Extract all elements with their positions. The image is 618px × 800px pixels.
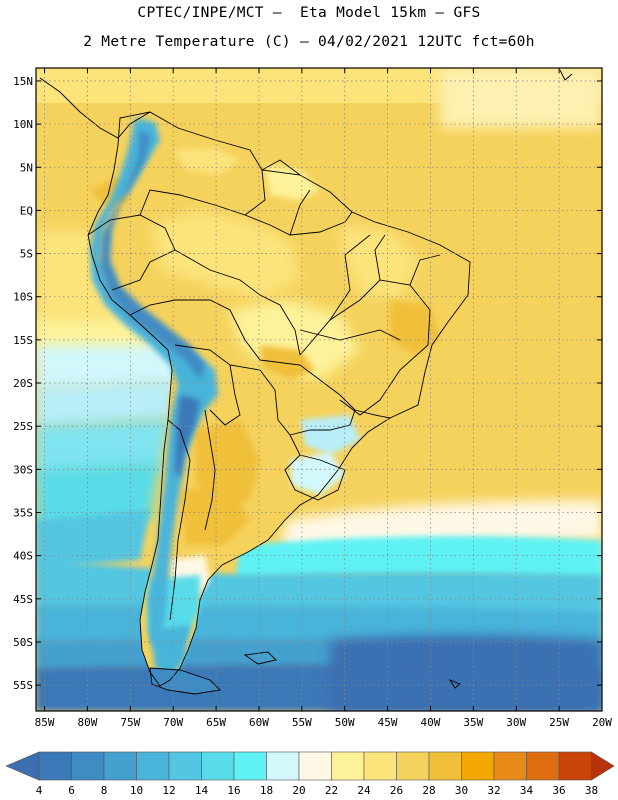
lon-tick-label: 75W [120, 716, 140, 729]
lon-tick-label: 55W [292, 716, 312, 729]
colorbar-label: 22 [325, 784, 338, 797]
colorbar-swatch [526, 751, 560, 781]
lon-tick-label: 50W [335, 716, 355, 729]
lon-tick-label: 80W [78, 716, 98, 729]
colorbar-label: 4 [36, 784, 43, 797]
lat-tick-label: 50S [13, 636, 33, 649]
colorbar-legend: 4 6 8 10 12 14 16 18 20 22 24 26 28 30 32 34 36 38 [5, 751, 615, 797]
lat-tick-label: 55S [13, 679, 33, 692]
map-frame [35, 67, 603, 712]
colorbar-swatch [298, 751, 332, 781]
lat-tick-label: 10S [13, 291, 33, 304]
colorbar-swatch [266, 751, 300, 781]
lon-tick-label: 35W [463, 716, 483, 729]
temperature-map: 15N 10N 5N EQ 5S 10S 15S 20S 25S 30S 35S 40S 45S 50S 5… [13, 67, 613, 729]
colorbar-swatch [201, 751, 235, 781]
colorbar-label: 30 [455, 784, 468, 797]
lat-axis-labels: 15N 10N 5N EQ 5S 10S 15S 20S 25S 30S 35S 40S 45S 50S 5… [13, 75, 33, 692]
colorbar-label: 16 [227, 784, 240, 797]
colorbar-swatch [493, 751, 527, 781]
lat-tick-label: 25S [13, 420, 33, 433]
colorbar-low-arrow [5, 751, 40, 781]
lat-tick-label: 35S [13, 506, 33, 519]
colorbar-label: 26 [390, 784, 403, 797]
lon-tick-label: 45W [378, 716, 398, 729]
colorbar-label: 24 [357, 784, 371, 797]
colorbar-swatch [38, 751, 72, 781]
lat-tick-label: 5N [20, 161, 33, 174]
lat-tick-label: 40S [13, 550, 33, 563]
lon-tick-label: 70W [163, 716, 183, 729]
colorbar-swatch [428, 751, 462, 781]
colorbar-label: 10 [130, 784, 143, 797]
colorbar-label: 36 [552, 784, 565, 797]
lat-tick-label: 20S [13, 377, 33, 390]
colorbar-swatch [331, 751, 365, 781]
lat-tick-label: 15N [13, 75, 33, 88]
lon-tick-label: 20W [592, 716, 612, 729]
lon-tick-label: 65W [206, 716, 226, 729]
colorbar-label: 34 [520, 784, 534, 797]
colorbar-label: 20 [292, 784, 305, 797]
colorbar-label: 12 [162, 784, 175, 797]
colorbar-swatch [136, 751, 170, 781]
colorbar-swatch [103, 751, 137, 781]
title-line-2: 2 Metre Temperature (C) – 04/02/2021 12U… [83, 34, 535, 50]
colorbar-high-arrow [591, 751, 615, 781]
colorbar-label: 32 [487, 784, 500, 797]
colorbar-swatch [461, 751, 495, 781]
colorbar-swatch [558, 751, 592, 781]
temperature-field [36, 68, 602, 711]
colorbar-swatch [233, 751, 267, 781]
political-borders [87, 111, 471, 695]
lon-axis-labels: 85W 80W 75W 70W 65W 60W 55W 50W 45W 40W 35W 30W 25W 2… [35, 716, 613, 729]
lon-tick-label: 60W [249, 716, 269, 729]
colorbar-swatch [168, 751, 202, 781]
lat-tick-label: 5S [20, 248, 33, 261]
colorbar-label: 8 [101, 784, 108, 797]
lon-tick-label: 40W [421, 716, 441, 729]
lat-tick-label: 10N [13, 118, 33, 131]
colorbar-label: 18 [260, 784, 273, 797]
colorbar-label: 6 [68, 784, 75, 797]
lat-tick-label: 15S [13, 334, 33, 347]
colorbar-swatch [396, 751, 430, 781]
lon-tick-label: 25W [549, 716, 569, 729]
colorbar-swatch [71, 751, 105, 781]
title-line-1: CPTEC/INPE/MCT – Eta Model 15km – GFS [137, 5, 481, 21]
lat-tick-label: 45S [13, 593, 33, 606]
lon-tick-label: 30W [506, 716, 526, 729]
lat-tick-label: EQ [20, 204, 33, 217]
colorbar-label: 38 [585, 784, 598, 797]
gridlines [36, 68, 602, 711]
colorbar-swatch [363, 751, 397, 781]
lon-tick-label: 85W [35, 716, 55, 729]
lat-tick-label: 30S [13, 463, 33, 476]
colorbar-label: 14 [195, 784, 209, 797]
continent-land [88, 112, 470, 694]
colorbar-label: 28 [422, 784, 435, 797]
